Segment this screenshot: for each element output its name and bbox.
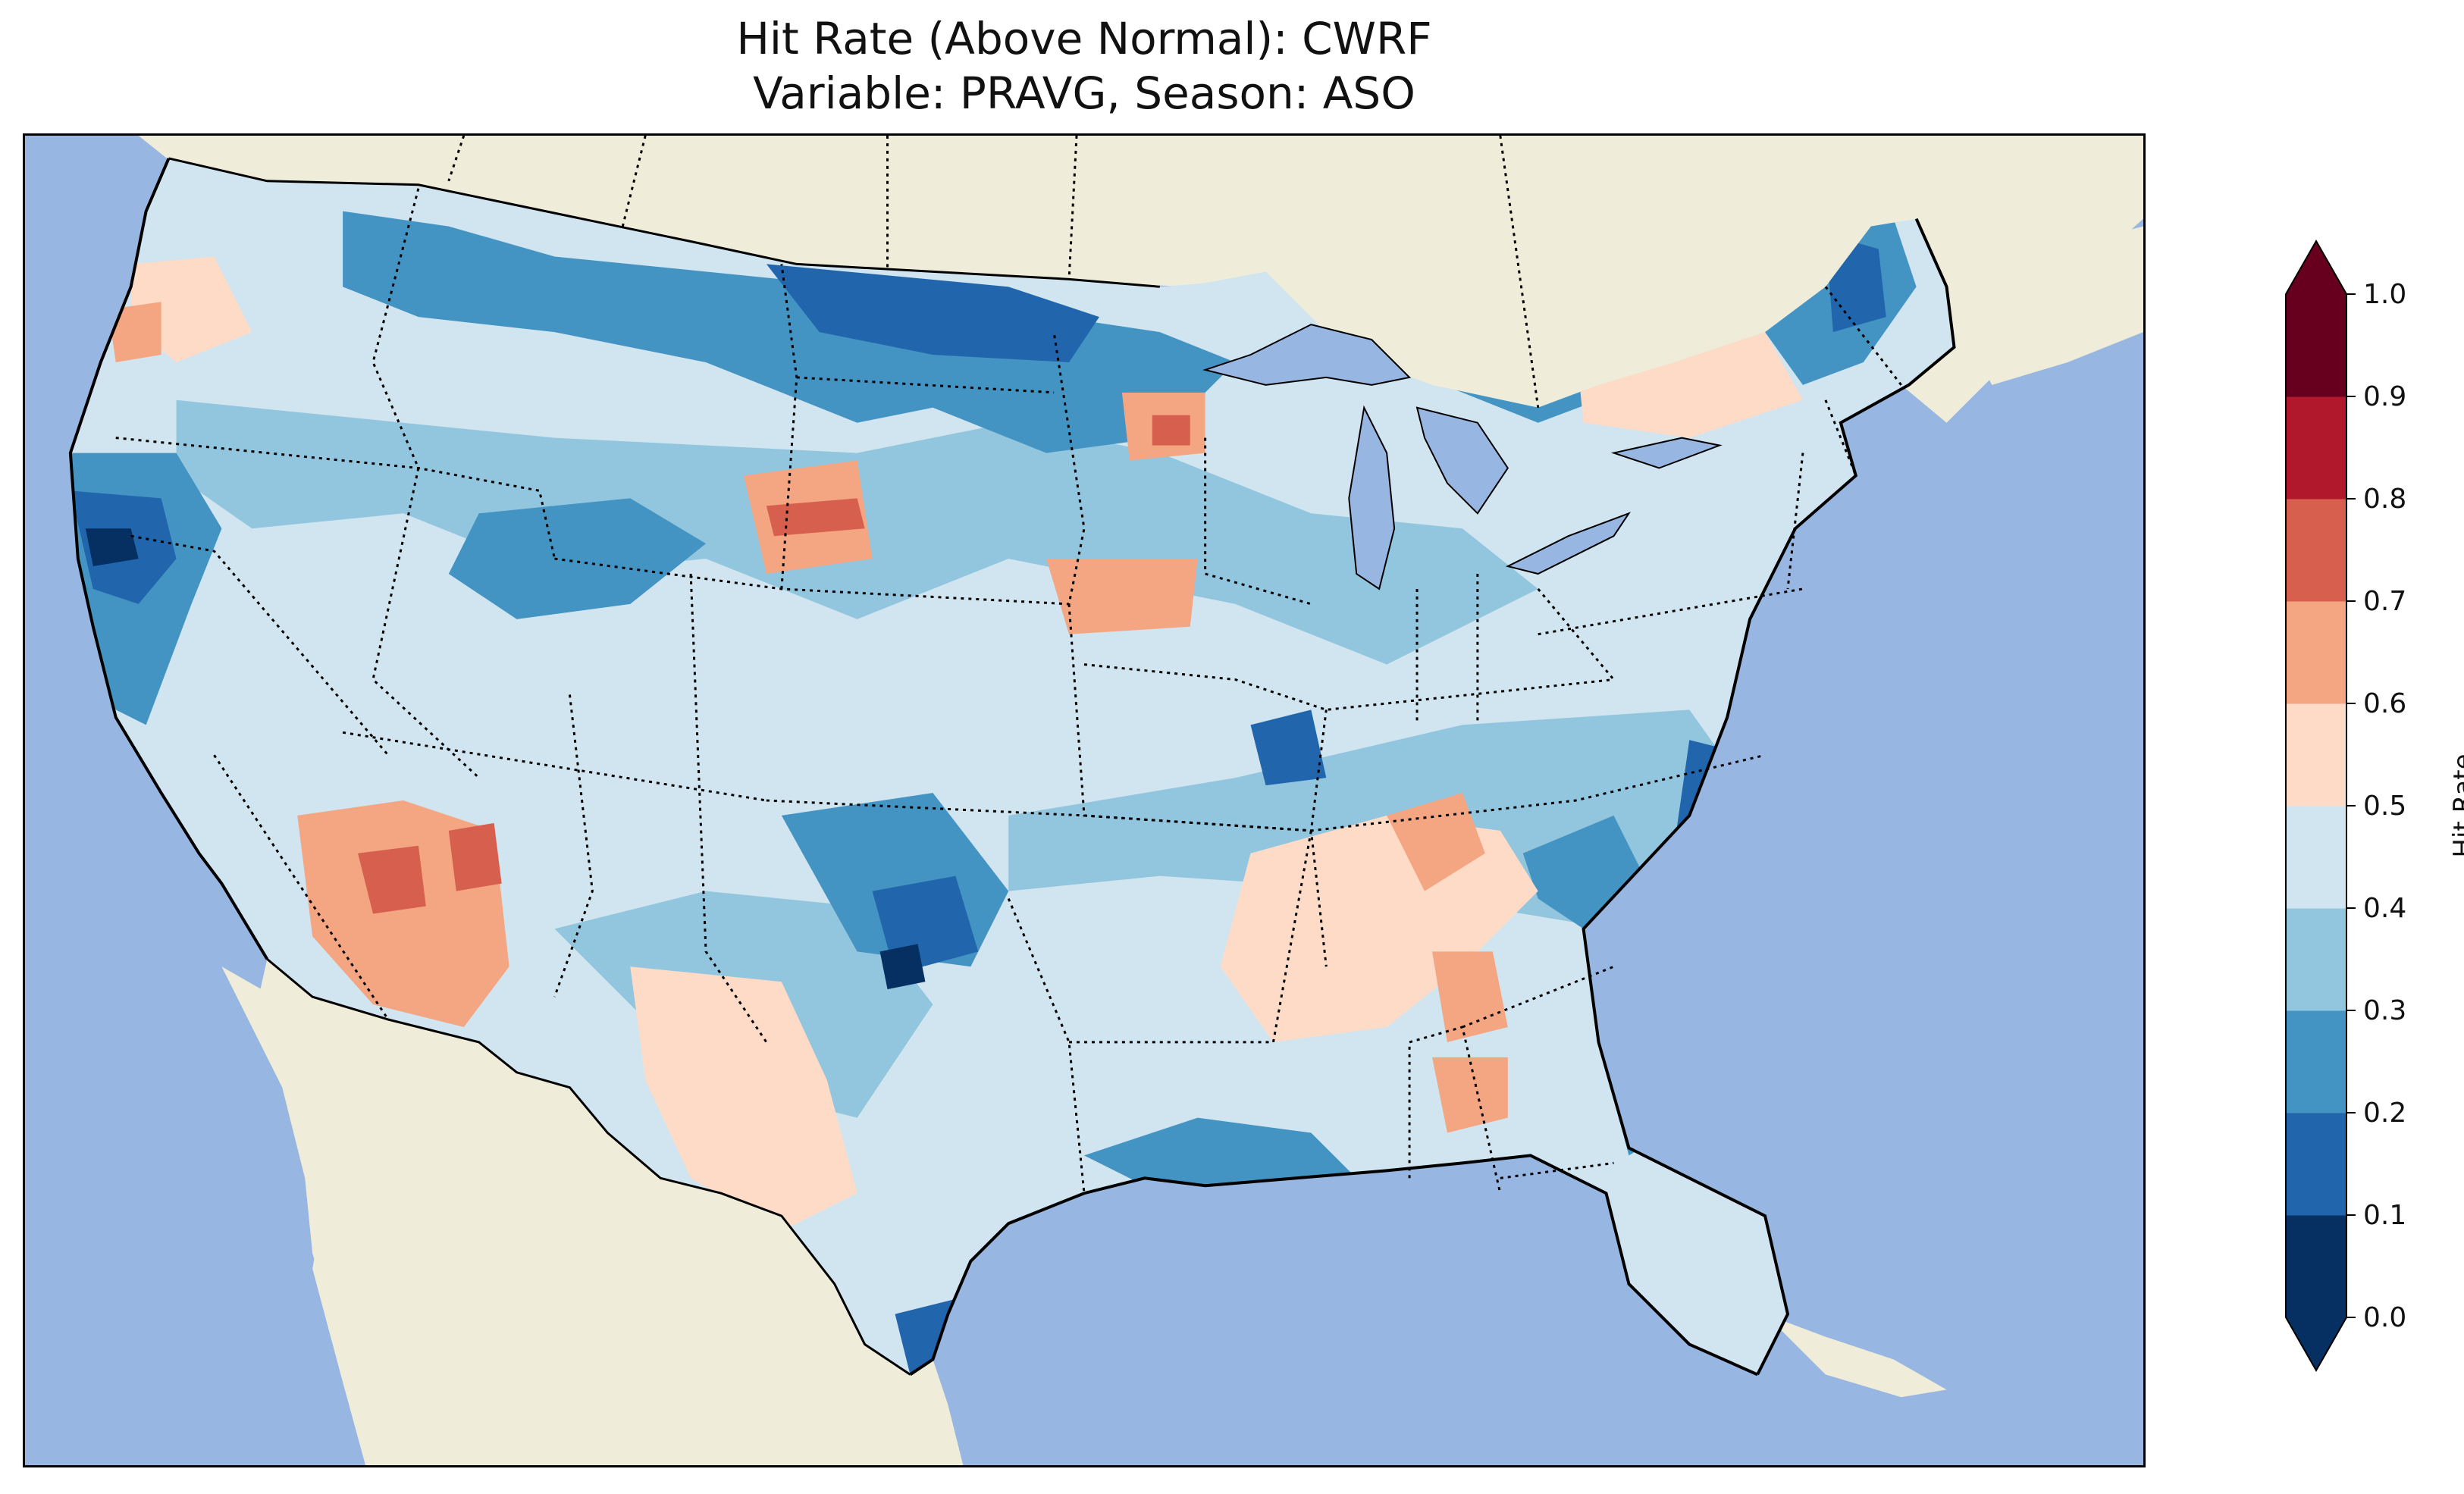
canada-borders [447,136,1902,408]
lake-ontario [1610,437,1723,469]
colorbar-segment [2286,499,2346,602]
lake-superior [1202,324,1412,386]
lake-michigan [1348,405,1396,590]
colorbar-tick-label: 0.2 [2363,1098,2406,1129]
colorbar-tick-label: 0.6 [2363,688,2406,719]
gulf-coastline [909,1154,1758,1377]
colorbar-extend-max [2286,241,2346,294]
colorbar-tick-label: 0.0 [2363,1302,2406,1333]
colorbar-tick-label: 0.5 [2363,791,2406,822]
colorbar-extend-min [2286,1317,2346,1370]
colorbar-segment [2286,601,2346,704]
colorbar-segment [2286,806,2346,909]
colorbar-segment [2286,703,2346,807]
chart-title-line2: Variable: PRAVG, Season: ASO [753,67,1415,119]
state-borders [115,188,1857,1194]
colorbar: 0.0 0.1 0.2 0.3 0.4 0.5 0.6 0.7 0.8 0.9 1.0 Hit Rat… [2271,239,2464,1378]
colorbar-segment [2286,1010,2346,1113]
mexico-land [252,959,964,1465]
chart-title-line1: Hit Rate (Above Normal): CWRF [736,13,1432,64]
colorbar-segment [2286,1215,2346,1318]
colorbar-tick-label: 0.9 [2363,381,2406,412]
lake-huron [1415,406,1509,515]
colorbar-tick-label: 0.4 [2363,893,2406,924]
map-panel [23,133,2146,1467]
us-coastline [68,158,269,960]
colorbar-segment [2286,294,2346,397]
canada-land [138,136,2143,423]
colorbar-svg: 0.0 0.1 0.2 0.3 0.4 0.5 0.6 0.7 0.8 0.9 1.0 Hit Rat… [2285,239,2464,1373]
colorbar-label: Hit Rate [2448,753,2464,857]
mexico-border [266,958,911,1376]
atlantic-coastline [1582,218,1956,1376]
lake-erie [1505,512,1632,575]
colorbar-tick-label: 1.0 [2363,279,2406,310]
nova-scotia-land [1946,226,2143,385]
colorbar-segment [2286,396,2346,500]
colorbar-tick-label: 0.3 [2363,995,2406,1026]
colorbar-segment [2286,908,2346,1011]
map-canvas [68,136,2143,1465]
colorbar-tick-label: 0.7 [2363,586,2406,617]
colorbar-tick-label: 0.1 [2363,1200,2406,1231]
colorbar-segment [2286,1113,2346,1216]
cuba-land [1765,1314,1947,1398]
baja-land [221,966,434,1451]
colorbar-tick-label: 0.8 [2363,484,2406,515]
